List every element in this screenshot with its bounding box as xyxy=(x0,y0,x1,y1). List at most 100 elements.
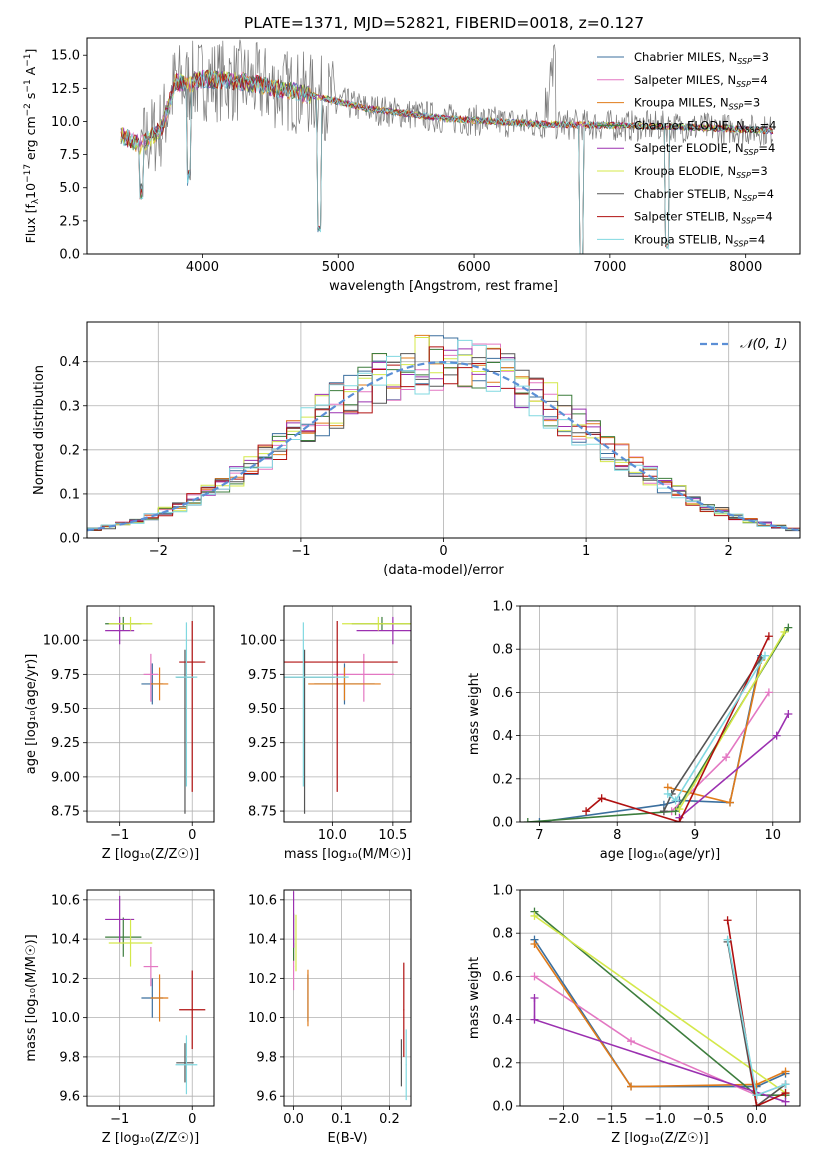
legend-sub: SSP xyxy=(729,103,744,112)
weight-vs-age-marker-1 xyxy=(535,818,544,822)
ylabel-part: λ xyxy=(31,198,41,204)
legend-name: Kroupa ELODIE, N xyxy=(634,164,736,178)
spectrum-tick-label-y: 2.5 xyxy=(59,214,80,229)
weight-vs-Z-line-3 xyxy=(533,943,786,1088)
weight-vs-Z-tick-label-y: 0.0 xyxy=(492,1100,513,1115)
ylabel-part: −17 xyxy=(23,164,33,183)
residuals-tick-label-y: 0.0 xyxy=(59,532,80,547)
ylabel-part: s xyxy=(23,93,38,104)
legend-count: =4 xyxy=(748,232,765,246)
legend-count: =4 xyxy=(758,141,775,155)
legend-label-4: Chabrier ELODIE, NSSP=4 xyxy=(634,118,776,134)
spectrum-tick-label-y: 5.0 xyxy=(59,181,80,196)
legend-name: Salpeter STELIB, N xyxy=(634,210,741,224)
legend-sub: SSP xyxy=(734,239,749,248)
age-vs-Z-tick-label-y: 8.75 xyxy=(51,805,80,820)
residuals-tick-label-y: 0.3 xyxy=(59,399,80,414)
residuals-xlabel: (data-model)/error xyxy=(383,563,504,578)
legend-sub: SSP xyxy=(737,57,752,66)
mass-vs-ebv-tick-label-x: 0.2 xyxy=(379,1112,400,1127)
mass-vs-Z-frame xyxy=(86,889,215,1107)
weight-vs-age-frame xyxy=(519,605,801,823)
spectrum-tick-label-x: 8000 xyxy=(729,260,762,275)
plot-area xyxy=(105,895,206,1095)
mass-vs-Z-tick-label-y: 10.4 xyxy=(51,933,80,948)
legend-sub: SSP xyxy=(742,194,757,203)
histogram-step-9 xyxy=(87,339,800,533)
chart-4: 10.0 10.5 8.75 9.00 9.25 9.50 9.75 10.00 mass [l… xyxy=(240,605,412,862)
legend-count: =3 xyxy=(743,96,760,110)
weight-vs-Z-line-7 xyxy=(726,941,786,1106)
age-vs-mass-tick-label-y: 9.50 xyxy=(248,702,277,717)
mass-vs-Z-tick-label-x: 0 xyxy=(188,1112,196,1127)
weight-vs-age-tick-label-x: 8 xyxy=(613,828,621,843)
spectrum-tick-label-y: 12.5 xyxy=(51,82,80,97)
chart-1: PLATE=1371, MJD=52821, FIBERID=0018, z=0… xyxy=(23,14,801,294)
mass-vs-Z-tick-label-y: 10.0 xyxy=(51,1011,80,1026)
weight-vs-Z-marker-8 xyxy=(723,916,732,925)
spectrum-tick-label-y: 0.0 xyxy=(59,248,80,263)
mass-vs-ebv-tick-label-y: 9.6 xyxy=(256,1090,277,1105)
mass-vs-Z-tick-label-x: −1 xyxy=(110,1112,129,1127)
mass-vs-ebv-tick-label-y: 10.2 xyxy=(248,972,277,987)
weight-vs-age-tick-label-x: 7 xyxy=(535,828,543,843)
age-vs-mass-xlabel: mass [log₁₀(M/M☉)] xyxy=(284,847,411,862)
residuals-tick-label-x: 1 xyxy=(582,544,590,559)
age-vs-Z-frame xyxy=(86,605,215,823)
ylabel-part: −1 xyxy=(23,79,33,92)
histogram-step-8 xyxy=(87,346,800,533)
ylabel-part: −2 xyxy=(23,103,33,116)
mass-vs-Z-xlabel: Z [log₁₀(Z/Z☉)] xyxy=(102,1131,199,1146)
weight-vs-Z-frame xyxy=(519,889,801,1107)
age-vs-Z-ylabel: age [log₁₀(age/yr)] xyxy=(24,654,39,775)
residuals-tick-label-x: −2 xyxy=(149,544,168,559)
weight-vs-Z-tick-label-x: −0.5 xyxy=(692,1112,724,1127)
weight-vs-age-marker-2 xyxy=(722,753,731,762)
legend-label-8: Salpeter STELIB, NSSP=4 xyxy=(634,210,773,226)
weight-vs-Z-xlabel: Z [log₁₀(Z/Z☉)] xyxy=(611,1131,708,1146)
spectrum-tick-label-x: 5000 xyxy=(322,260,355,275)
legend-label-2: Salpeter MILES, NSSP=4 xyxy=(634,73,768,89)
plot-area xyxy=(120,39,774,254)
legend-label-9: Kroupa STELIB, NSSP=4 xyxy=(634,232,765,248)
age-vs-mass-tick-label-y: 9.25 xyxy=(248,736,277,751)
legend-sub: SSP xyxy=(736,171,751,180)
mass-vs-ebv-tick-label-y: 10.6 xyxy=(248,893,277,908)
residuals-frame xyxy=(86,321,801,539)
legend-count: =4 xyxy=(757,187,774,201)
weight-vs-age-tick-label-x: 9 xyxy=(691,828,699,843)
legend-label-normal: 𝒩(0, 1) xyxy=(740,337,787,352)
chart-7: 0.0 0.1 0.2 9.6 9.8 10.0 10.2 10.4 10.6 E(B-V) xyxy=(248,889,412,1146)
weight-vs-Z-line-1 xyxy=(533,939,786,1088)
weight-vs-Z-tick-label-x: 0.0 xyxy=(746,1112,767,1127)
spectrum-tick-label-y: 15.0 xyxy=(51,49,80,64)
weight-vs-age-line-4 xyxy=(527,627,789,822)
age-vs-mass-tick-label-y: 9.75 xyxy=(248,668,277,683)
weight-vs-Z-line-8 xyxy=(726,920,786,1106)
chart-title: PLATE=1371, MJD=52821, FIBERID=0018, z=0… xyxy=(244,14,644,32)
legend-name: Salpeter MILES, N xyxy=(634,73,736,87)
weight-vs-Z-tick-label-y: 1.0 xyxy=(492,884,513,899)
chart-5: 7 8 9 10 0.0 0.2 0.4 0.6 0.8 1.0 age [log₁₀(age/yr… xyxy=(467,600,801,862)
weight-vs-age-marker-2 xyxy=(764,688,773,697)
weight-vs-age-line-7 xyxy=(663,657,762,812)
weight-vs-Z-marker-2 xyxy=(530,972,539,981)
weight-vs-age-marker-6 xyxy=(780,627,789,636)
residuals-tick-label-x: 0 xyxy=(439,544,447,559)
spectrum-ylabel: Flux [fλ10−17 erg cm−2 s−1 A−1] xyxy=(23,49,41,244)
weight-vs-Z-marker-3 xyxy=(781,1067,790,1076)
age-vs-Z-tick-label-x: −1 xyxy=(110,828,129,843)
mass-vs-ebv-xlabel: E(B-V) xyxy=(327,1131,367,1146)
weight-vs-age-tick-label-y: 0.8 xyxy=(492,643,513,658)
residuals-tick-label-x: 2 xyxy=(725,544,733,559)
plot-area xyxy=(284,616,411,814)
legend-name: Chabrier STELIB, N xyxy=(634,187,742,201)
plot-area xyxy=(105,616,206,814)
legend-sub: SSP xyxy=(736,80,751,89)
age-vs-Z-tick-label-y: 10.00 xyxy=(43,634,80,649)
plot-area xyxy=(87,334,800,533)
spectrum-tick-label-x: 4000 xyxy=(186,260,219,275)
weight-vs-age-marker-8 xyxy=(764,632,773,641)
ylabel-part: Flux [f xyxy=(23,204,38,244)
mass-vs-Z-tick-label-y: 10.6 xyxy=(51,893,80,908)
